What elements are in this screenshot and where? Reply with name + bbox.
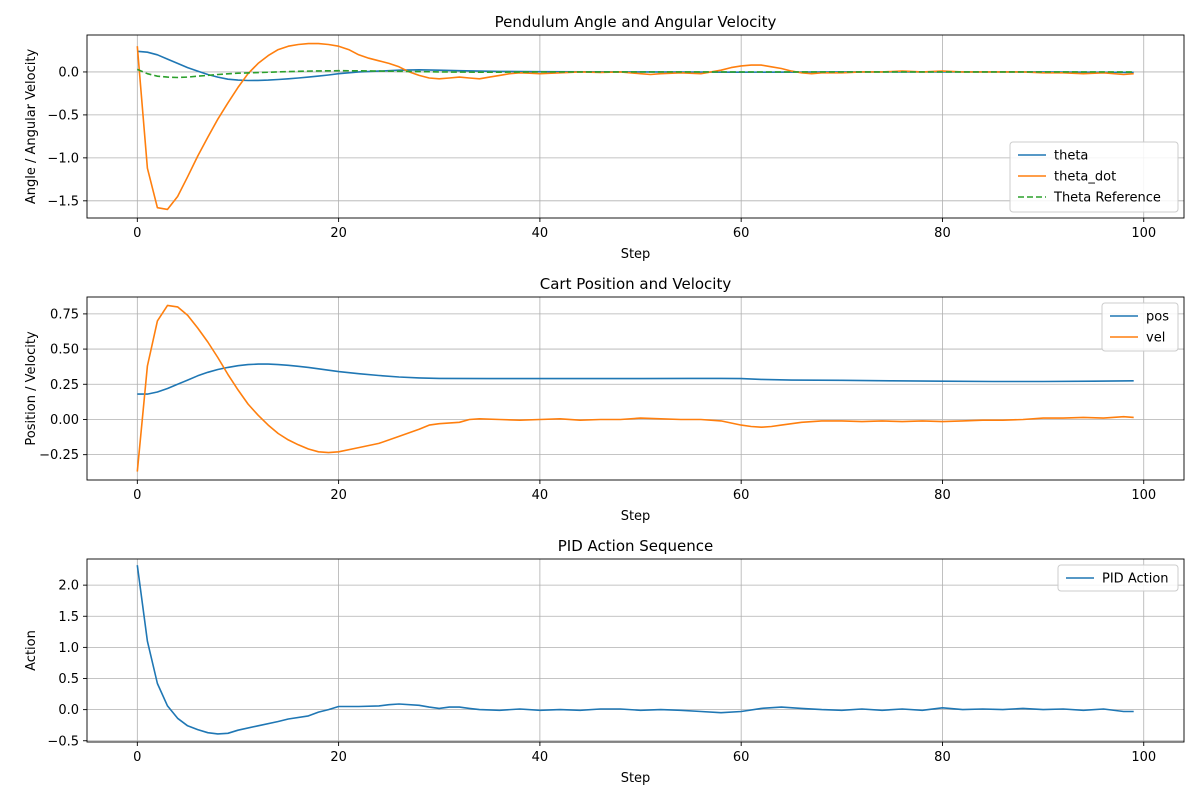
legend-entry: theta_dot <box>1054 170 1116 185</box>
x-tick-label: 0 <box>133 750 141 765</box>
series-line-theta-reference <box>136 68 1134 79</box>
subplot-title: Cart Position and Velocity <box>540 275 732 293</box>
x-tick-label: 80 <box>934 750 951 765</box>
x-tick-label: 0 <box>133 488 141 503</box>
x-tick-label: 100 <box>1131 750 1156 765</box>
x-axis-label: Step <box>621 247 651 262</box>
x-tick-label: 80 <box>934 226 951 241</box>
x-tick-label: 40 <box>532 750 549 765</box>
x-tick-label: 100 <box>1131 226 1156 241</box>
y-tick-label: 0.5 <box>58 672 79 687</box>
legend: pos vel <box>1101 302 1179 352</box>
legend: theta theta_dot Theta Reference <box>1009 141 1179 213</box>
legend-entry: PID Action <box>1102 572 1169 587</box>
x-tick-label: 20 <box>330 750 347 765</box>
axes-frame <box>86 34 1185 219</box>
x-tick-label: 40 <box>532 488 549 503</box>
legend: PID Action <box>1057 564 1179 592</box>
y-tick-label: 0.25 <box>50 378 79 393</box>
y-tick-label: 1.0 <box>58 641 79 656</box>
y-tick-label: 0.50 <box>50 343 79 358</box>
x-tick-label: 100 <box>1131 488 1156 503</box>
x-axis-label: Step <box>621 509 651 524</box>
y-tick-label: 0.75 <box>50 307 79 322</box>
legend-entry: Theta Reference <box>1053 191 1161 206</box>
y-tick-label: 1.5 <box>58 610 79 625</box>
y-tick-label: 0.00 <box>50 413 79 428</box>
subplot-title: PID Action Sequence <box>558 537 714 555</box>
y-axis-label: Angle / Angular Velocity <box>24 49 39 205</box>
legend-entry: pos <box>1146 310 1169 325</box>
y-axis-label: Position / Velocity <box>24 331 39 446</box>
x-tick-label: 60 <box>733 750 750 765</box>
series-line-theta <box>137 50 1134 82</box>
legend-box <box>1009 141 1179 213</box>
subplot-1: 0 20 40 60 80 100 −1.5 −1.0 −0.5 0.0 Pendulum Angl… <box>24 13 1185 262</box>
legend-entry: theta <box>1054 149 1088 164</box>
y-tick-label: 0.0 <box>58 65 79 80</box>
x-tick-label: 0 <box>133 226 141 241</box>
x-tick-label: 20 <box>330 226 347 241</box>
x-tick-label: 60 <box>733 488 750 503</box>
legend-box <box>1057 564 1179 592</box>
x-tick-label: 20 <box>330 488 347 503</box>
y-tick-label: −0.25 <box>39 448 79 463</box>
x-axis-label: Step <box>621 771 651 786</box>
legend-box <box>1101 302 1179 352</box>
series-line-pos <box>137 363 1134 395</box>
series-line-pid-action <box>136 565 1134 735</box>
y-tick-label: −1.5 <box>47 194 79 209</box>
axes-frame <box>86 558 1185 743</box>
subplot-3: 0 20 40 60 80 100 −0.5 0.0 0.5 1.0 1.5 2.0 PID Actio… <box>24 537 1185 786</box>
y-tick-label: −0.5 <box>47 108 79 123</box>
series-line-vel <box>136 304 1134 472</box>
y-tick-label: 0.0 <box>58 703 79 718</box>
series-line-theta-dot <box>136 42 1134 211</box>
x-tick-label: 80 <box>934 488 951 503</box>
x-tick-label: 40 <box>532 226 549 241</box>
axes-frame <box>86 296 1185 481</box>
subplot-2: 0 20 40 60 80 100 −0.25 0.00 0.25 0.50 0.75 Cart Po… <box>24 275 1185 524</box>
x-tick-label: 60 <box>733 226 750 241</box>
y-tick-label: −0.5 <box>47 734 79 749</box>
subplot-title: Pendulum Angle and Angular Velocity <box>495 13 777 31</box>
legend-entry: vel <box>1146 331 1165 346</box>
y-tick-label: 2.0 <box>58 579 79 594</box>
y-tick-label: −1.0 <box>47 151 79 166</box>
y-axis-label: Action <box>24 630 39 671</box>
